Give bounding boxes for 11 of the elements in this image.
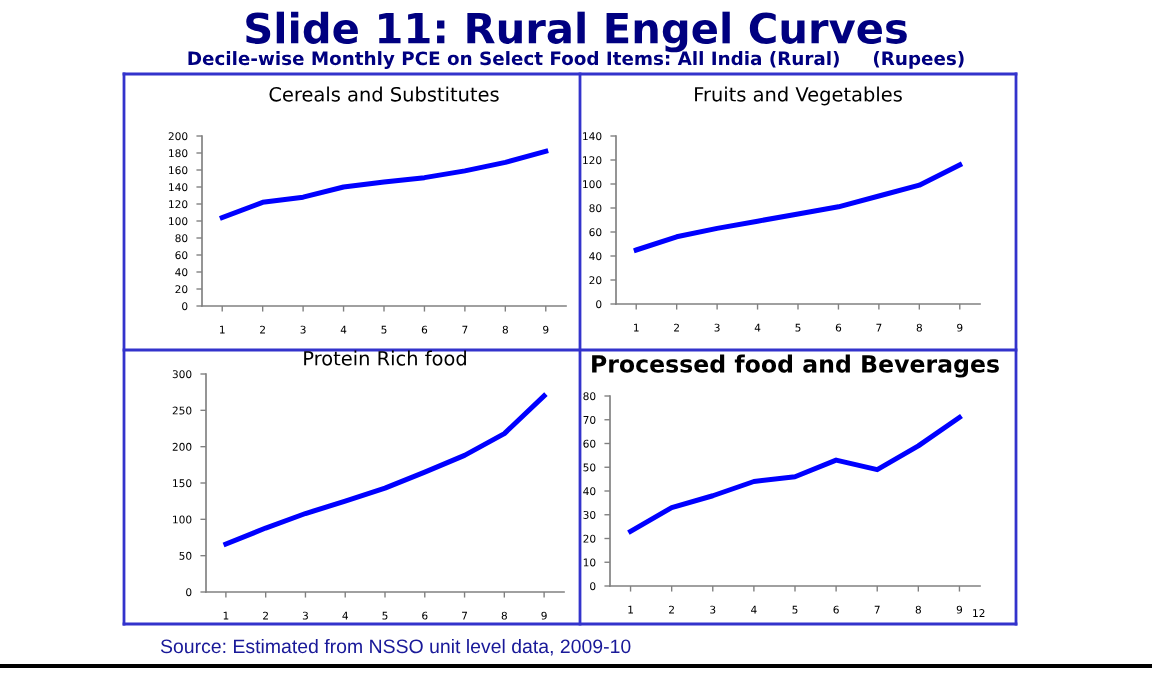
chart-title: Fruits and Vegetables (695, 86, 902, 106)
chart-title: Cereals and Substitutes (269, 86, 499, 102)
text: Slide 11: Rural Engel Curves (246, 11, 907, 53)
line-series (219, 148, 549, 221)
line-series (223, 393, 547, 547)
line-series (628, 414, 962, 534)
text: Decile-wise Monthly PCE on Select Food Items: All India (Rural) (Rupees) (188, 51, 964, 69)
chart-title: Protein Rich food (304, 350, 466, 366)
source-note: Source: Estimated from NSSO unit level data, 2009-10 (160, 638, 631, 656)
chart-title: Processed food and Beverages (592, 354, 999, 378)
line-series (633, 162, 963, 253)
